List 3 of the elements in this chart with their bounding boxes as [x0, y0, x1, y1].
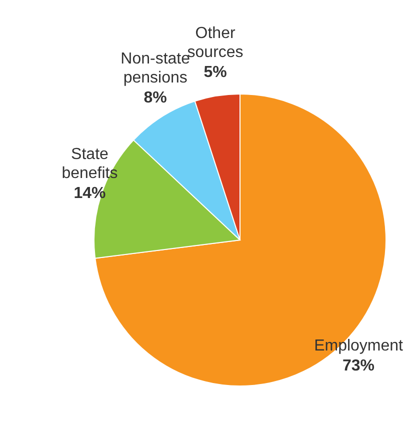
data-label: 73% [342, 358, 375, 375]
data-label: 8% [144, 90, 167, 107]
data-label: 5% [204, 64, 227, 82]
